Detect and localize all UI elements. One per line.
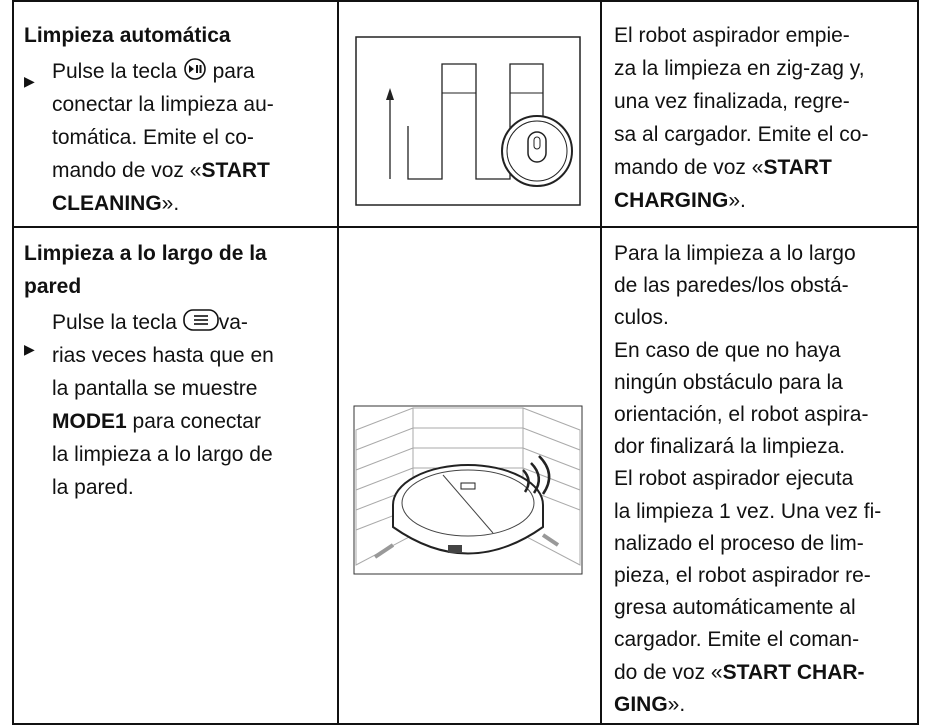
text-run: la limpieza a lo largo de (52, 443, 273, 466)
text-run: Para la limpieza a lo largo (614, 242, 856, 265)
text-run: START CHAR- (722, 660, 865, 684)
text-run: mando de voz « (52, 159, 202, 182)
text-run: pared (24, 275, 82, 298)
text-run: culos. (614, 306, 669, 330)
text-run: En caso de que no haya (614, 338, 841, 362)
text-run: pieza, el robot aspirador re- (614, 564, 871, 587)
description-line: pieza, el robot aspirador re- (614, 562, 871, 590)
zigzag-illustration (355, 36, 581, 206)
text-run: va- (218, 311, 248, 334)
text-run: START (201, 159, 270, 182)
text-run: la limpieza 1 vez. Una vez fi- (614, 499, 882, 523)
menu-key-icon (182, 309, 219, 331)
description-line: gresa automáticamente al (614, 594, 856, 622)
text-run: orientación, el robot aspira- (614, 403, 869, 426)
text-run: START (763, 156, 832, 179)
description-line: ningún obstáculo para la (614, 369, 843, 397)
text-run: ». (667, 692, 686, 716)
text-run: para conectar (126, 410, 261, 433)
text-run: tomática. Emite el co- (52, 126, 254, 149)
text-run: GING (614, 692, 668, 716)
bullet: ▶ (24, 341, 35, 357)
description-line: El robot aspirador empie- (614, 22, 850, 50)
text-run: mando de voz « (614, 156, 764, 179)
text-run: CHARGING (614, 189, 729, 212)
bullet-line: tomática. Emite el co- (52, 124, 254, 152)
description-line: nalizado el proceso de lim- (614, 530, 864, 558)
description-line: do de voz «START CHAR- (614, 659, 865, 687)
description-line: mando de voz «START (614, 154, 832, 182)
bullet-line: la pantalla se muestre (52, 375, 257, 403)
text-run: rias veces hasta que en (52, 344, 274, 367)
text-run: sa al cargador. Emite el co- (614, 123, 869, 146)
text-run: de las paredes/los obstá- (614, 274, 849, 298)
description-line: GING». (614, 691, 685, 719)
text-run: para (206, 60, 255, 83)
description-line: dor finalizará la limpieza. (614, 433, 845, 461)
bullet: ▶ (24, 73, 35, 89)
text-run: una vez finalizada, regre- (614, 90, 850, 113)
description-line: El robot aspirador ejecuta (614, 465, 853, 493)
rule (12, 0, 14, 725)
bullet-line: Pulse la tecla para (52, 58, 255, 86)
text-run: dor finalizará la limpieza. (614, 435, 846, 459)
cell-heading: Limpieza automática (24, 22, 231, 50)
text-run: za la limpieza en zig-zag y, (614, 57, 865, 80)
description-line: orientación, el robot aspira- (614, 401, 868, 429)
description-line: CHARGING». (614, 187, 746, 215)
text-run: Limpieza a lo largo de la (24, 242, 267, 265)
rule (600, 0, 602, 725)
bullet-line: conectar la limpieza au- (52, 91, 274, 119)
bullet-line: la pared. (52, 474, 134, 502)
description-line: cargador. Emite el coman- (614, 626, 859, 654)
description-line: En caso de que no haya (614, 337, 841, 365)
description-line: sa al cargador. Emite el co- (614, 121, 868, 149)
text-run: ningún obstáculo para la (614, 370, 843, 394)
text-run: la pared. (52, 476, 134, 499)
text-run: do de voz « (614, 660, 723, 684)
rule (12, 0, 918, 2)
cell-heading: pared (24, 273, 81, 301)
text-run: Pulse la tecla (52, 60, 183, 83)
description-line: culos. (614, 304, 669, 332)
rule (337, 0, 339, 725)
play-key-icon (183, 58, 206, 80)
description-line: una vez finalizada, regre- (614, 88, 850, 116)
bullet-line: MODE1 para conectar (52, 408, 261, 436)
text-run: cargador. Emite el coman- (614, 628, 860, 652)
text-run: El robot aspirador ejecuta (614, 467, 854, 491)
bullet-line: Pulse la tecla va- (52, 309, 248, 337)
text-run: nalizado el proceso de lim- (614, 531, 864, 555)
text-run: El robot aspirador empie- (614, 24, 850, 47)
text-run: Pulse la tecla (52, 311, 183, 334)
wall-illustration (353, 405, 583, 575)
description-line: Para la limpieza a lo largo (614, 240, 856, 268)
bullet-line: rias veces hasta que en (52, 342, 274, 370)
text-run: ». (161, 192, 180, 215)
text-run: la pantalla se muestre (52, 377, 258, 400)
rule (12, 226, 918, 228)
text-run: MODE1 (52, 410, 127, 433)
bullet-line: la limpieza a lo largo de (52, 441, 273, 469)
text-run: Limpieza automática (24, 24, 231, 47)
text-run: ». (728, 189, 746, 212)
description-line: za la limpieza en zig-zag y, (614, 55, 865, 83)
rule (917, 0, 919, 725)
description-line: la limpieza 1 vez. Una vez fi- (614, 498, 881, 526)
cell-heading: Limpieza a lo largo de la (24, 240, 267, 268)
text-run: CLEANING (52, 192, 162, 215)
rule (12, 723, 918, 725)
bullet-line: CLEANING». (52, 190, 179, 218)
text-run: conectar la limpieza au- (52, 93, 274, 116)
description-line: de las paredes/los obstá- (614, 272, 849, 300)
bullet-line: mando de voz «START (52, 157, 270, 185)
text-run: gresa automáticamente al (614, 596, 856, 620)
